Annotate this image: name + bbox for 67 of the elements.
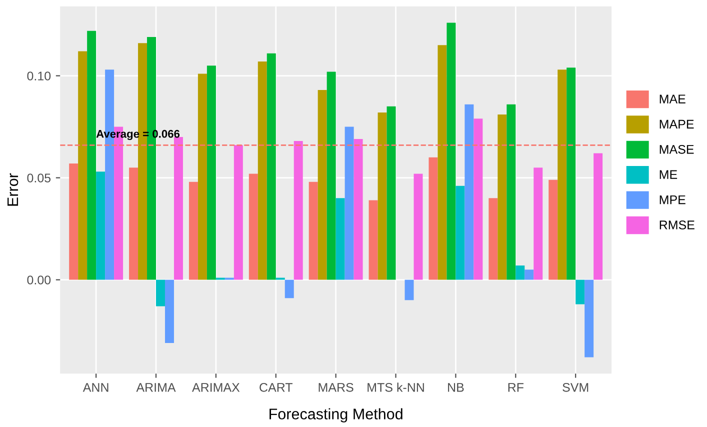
bar: [318, 90, 327, 280]
x-tick-label: RF: [508, 383, 524, 392]
bar: [584, 280, 594, 358]
legend-label: MPE: [660, 195, 686, 204]
legend-label: MAE: [660, 94, 686, 104]
legend-label: MAPE: [660, 120, 694, 129]
x-tick-label: ARIMA: [136, 383, 176, 392]
bar: [488, 198, 498, 280]
bar: [534, 168, 543, 280]
bar: [474, 118, 483, 280]
legend-label: RMSE: [660, 220, 694, 230]
bar: [206, 66, 216, 280]
bar: [294, 141, 303, 280]
bar: [498, 114, 507, 280]
bar: [414, 174, 423, 280]
bar: [428, 157, 438, 280]
bar: [198, 74, 207, 280]
x-tick-label: MARS: [318, 382, 354, 392]
bar: [464, 104, 474, 280]
y-tick-label: 0.00: [27, 276, 51, 284]
bar: [234, 145, 243, 280]
bar: [368, 200, 378, 280]
bar: [576, 280, 585, 304]
bar: [129, 168, 138, 280]
y-tick-label: 0.05: [27, 174, 51, 182]
bar: [378, 112, 387, 280]
x-tick-label: ARIMAX: [192, 383, 240, 392]
bar: [174, 136, 183, 280]
bar: [516, 266, 525, 280]
bar: [506, 104, 516, 280]
bar: [566, 68, 576, 280]
bar: [308, 182, 318, 280]
x-tick-label: ANN: [82, 383, 108, 392]
bar: [266, 53, 276, 280]
y-axis-title: Error: [8, 173, 18, 206]
x-tick-label: MTS k-NN: [368, 382, 424, 392]
bar: [284, 280, 294, 298]
bar: [594, 153, 603, 280]
bar: [456, 186, 465, 280]
x-axis-title: Forecasting Method: [270, 408, 402, 422]
x-tick-label: CART: [260, 382, 292, 392]
legend-label: ME: [660, 170, 678, 179]
bar: [326, 72, 336, 280]
bar: [524, 270, 534, 280]
bar: [138, 43, 148, 280]
bar: [248, 174, 258, 280]
bar: [164, 280, 174, 344]
bar: [336, 198, 345, 280]
bar: [156, 280, 165, 306]
bar: [258, 61, 267, 280]
bar: [354, 139, 363, 280]
bar: [446, 22, 456, 280]
bar: [87, 30, 96, 280]
bar: [548, 180, 558, 280]
bar: [78, 51, 88, 280]
bar: [344, 126, 354, 280]
bar: [69, 163, 78, 280]
bar: [438, 45, 447, 280]
bar: [96, 172, 106, 280]
bar: [188, 182, 198, 280]
bar: [386, 106, 396, 280]
legend-label: MASE: [660, 144, 694, 154]
bar: [404, 280, 414, 300]
x-tick-label: NB: [448, 383, 464, 392]
bar: [558, 70, 567, 280]
y-tick-label: 0.10: [27, 72, 51, 80]
x-tick-label: SVM: [562, 382, 588, 392]
